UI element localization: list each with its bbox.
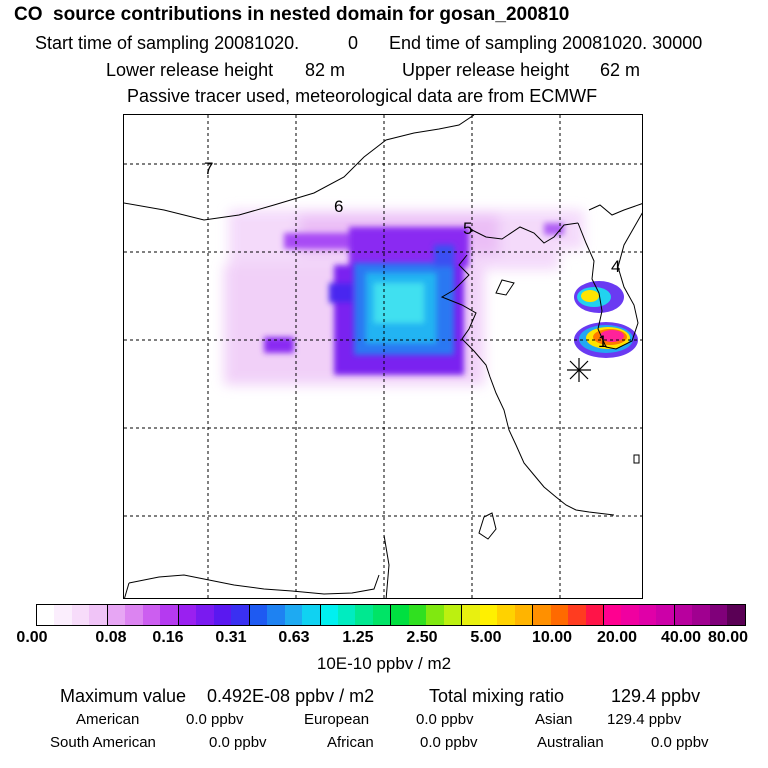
colorbar-swatch bbox=[337, 605, 356, 625]
colorbar-swatch bbox=[426, 605, 444, 625]
asian-value: 129.4 ppbv bbox=[607, 711, 682, 728]
colorbar-swatch bbox=[550, 605, 569, 625]
australian-value: 0.0 ppbv bbox=[651, 734, 709, 751]
lower-release-label: Lower release height bbox=[106, 60, 274, 80]
colorbar-swatch bbox=[355, 605, 373, 625]
colorbar-swatch bbox=[532, 605, 551, 625]
colorbar-tick-label: 0.16 bbox=[152, 629, 184, 646]
colorbar-tick-label: 40.00 bbox=[660, 629, 702, 646]
tracer-note: Passive tracer used, meteorological data… bbox=[127, 86, 598, 106]
colorbar-swatch bbox=[267, 605, 285, 625]
colorbar-swatch bbox=[142, 605, 161, 625]
end-time-label: End time of sampling 20081020. 30000 bbox=[389, 33, 703, 53]
colorbar-tick-label: 0.00 bbox=[16, 629, 48, 646]
colorbar-tick-label: 0.08 bbox=[95, 629, 127, 646]
colorbar-swatch bbox=[692, 605, 710, 625]
colorbar-swatch bbox=[284, 605, 303, 625]
colorbar-swatch bbox=[621, 605, 639, 625]
map-canvas: 7 6 5 4 1 bbox=[124, 115, 642, 598]
colorbar bbox=[36, 604, 746, 626]
colorbar-swatch bbox=[568, 605, 586, 625]
australian-label: Australian bbox=[537, 734, 604, 751]
colorbar-tick-label: 10.00 bbox=[531, 629, 573, 646]
colorbar-swatch bbox=[638, 605, 657, 625]
colorbar-swatch bbox=[177, 605, 197, 625]
colorbar-swatch bbox=[196, 605, 214, 625]
south-american-value: 0.0 ppbv bbox=[209, 734, 267, 751]
colorbar-swatch bbox=[302, 605, 320, 625]
european-value: 0.0 ppbv bbox=[416, 711, 474, 728]
upper-release-label: Upper release height bbox=[402, 60, 570, 80]
american-label: American bbox=[76, 711, 140, 728]
colorbar-tick-label: 0.31 bbox=[215, 629, 247, 646]
region-label-7: 7 bbox=[204, 159, 213, 178]
lower-release-value: 82 m bbox=[305, 60, 346, 80]
region-labels: 7 6 5 4 1 bbox=[204, 159, 620, 351]
african-value: 0.0 ppbv bbox=[420, 734, 478, 751]
european-label: European bbox=[304, 711, 370, 728]
colorbar-tick-label: 2.50 bbox=[406, 629, 438, 646]
african-label: African bbox=[327, 734, 374, 751]
colorbar-swatch bbox=[37, 605, 55, 625]
colorbar-swatch bbox=[656, 605, 674, 625]
korea-hotspot bbox=[574, 281, 638, 358]
colorbar-swatch bbox=[213, 605, 232, 625]
colorbar-swatch bbox=[603, 605, 622, 625]
american-value: 0.0 ppbv bbox=[186, 711, 244, 728]
colorbar-swatch bbox=[248, 605, 268, 625]
region-label-6: 6 bbox=[334, 197, 343, 216]
colorbar-swatch bbox=[479, 605, 498, 625]
total-mixing-label: Total mixing ratio bbox=[429, 686, 565, 706]
colorbar-swatch bbox=[390, 605, 409, 625]
colorbar-tick-label: 0.63 bbox=[278, 629, 310, 646]
region-label-5: 5 bbox=[463, 219, 472, 238]
colorbar-tick-label: 1.25 bbox=[342, 629, 374, 646]
colorbar-swatch bbox=[443, 605, 462, 625]
start-time-value: 0 bbox=[348, 33, 359, 53]
upper-release-value: 62 m bbox=[600, 60, 641, 80]
nested-domain-map: 7 6 5 4 1 bbox=[123, 114, 643, 599]
colorbar-swatch bbox=[89, 605, 107, 625]
colorbar-swatch bbox=[160, 605, 178, 625]
colorbar-swatch bbox=[514, 605, 533, 625]
asian-label: Asian bbox=[535, 711, 573, 728]
receptor-marker-icon bbox=[567, 358, 591, 382]
coastlines bbox=[124, 115, 642, 598]
colorbar-swatch bbox=[461, 605, 480, 625]
colorbar-swatch bbox=[727, 605, 745, 625]
colorbar-swatch bbox=[372, 605, 391, 625]
colorbar-tick-label: 5.00 bbox=[470, 629, 502, 646]
colorbar-tick-label: 20.00 bbox=[596, 629, 638, 646]
colorbar-swatch bbox=[673, 605, 693, 625]
colorbar-swatch bbox=[106, 605, 126, 625]
south-american-label: South American bbox=[50, 734, 156, 751]
colorbar-swatch bbox=[319, 605, 338, 625]
grid-lines bbox=[124, 115, 642, 598]
plot-title: CO source contributions in nested domain… bbox=[14, 4, 570, 25]
colorbar-swatch bbox=[709, 605, 728, 625]
colorbar-swatch bbox=[54, 605, 72, 625]
total-mixing-value: 129.4 ppbv bbox=[611, 686, 701, 706]
colorbar-swatch bbox=[585, 605, 603, 625]
colorbar-swatch bbox=[408, 605, 427, 625]
colorbar-swatch bbox=[231, 605, 249, 625]
plume-core bbox=[354, 245, 454, 355]
colorbar-units: 10E-10 ppbv / m2 bbox=[316, 654, 452, 673]
region-label-1: 1 bbox=[598, 332, 607, 351]
colorbar-swatch bbox=[125, 605, 143, 625]
colorbar-swatch bbox=[497, 605, 515, 625]
colorbar-tick-label: 80.00 bbox=[707, 629, 749, 646]
start-time-label: Start time of sampling 20081020. bbox=[35, 33, 300, 53]
colorbar-swatch bbox=[71, 605, 90, 625]
max-value-label: Maximum value bbox=[60, 686, 187, 706]
max-value: 0.492E-08 ppbv / m2 bbox=[207, 686, 375, 706]
region-label-4: 4 bbox=[611, 257, 620, 276]
